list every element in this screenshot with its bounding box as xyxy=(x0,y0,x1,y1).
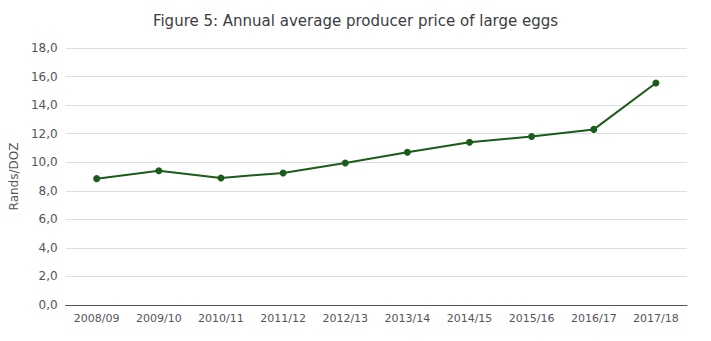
svg-text:2014/15: 2014/15 xyxy=(447,312,493,325)
svg-text:18,0: 18,0 xyxy=(31,41,58,55)
svg-text:10,0: 10,0 xyxy=(31,155,58,169)
svg-text:2008/09: 2008/09 xyxy=(74,312,120,325)
svg-text:2012/13: 2012/13 xyxy=(322,312,368,325)
svg-text:0,0: 0,0 xyxy=(39,298,58,312)
svg-text:4,0: 4,0 xyxy=(39,241,58,255)
svg-text:2013/14: 2013/14 xyxy=(385,312,431,325)
svg-text:Figure 5: Annual average produ: Figure 5: Annual average producer price … xyxy=(153,12,558,30)
svg-text:2016/17: 2016/17 xyxy=(571,312,617,325)
svg-text:2015/16: 2015/16 xyxy=(509,312,555,325)
svg-text:6,0: 6,0 xyxy=(39,212,58,226)
svg-text:12,0: 12,0 xyxy=(31,127,58,141)
svg-text:2010/11: 2010/11 xyxy=(198,312,244,325)
svg-text:14,0: 14,0 xyxy=(31,98,58,112)
svg-text:2017/18: 2017/18 xyxy=(633,312,679,325)
svg-text:16,0: 16,0 xyxy=(31,70,58,84)
svg-text:2009/10: 2009/10 xyxy=(136,312,182,325)
svg-text:8,0: 8,0 xyxy=(39,184,58,198)
svg-text:Rands/DOZ: Rands/DOZ xyxy=(7,143,21,211)
svg-text:2,0: 2,0 xyxy=(39,269,58,283)
svg-text:2011/12: 2011/12 xyxy=(260,312,306,325)
